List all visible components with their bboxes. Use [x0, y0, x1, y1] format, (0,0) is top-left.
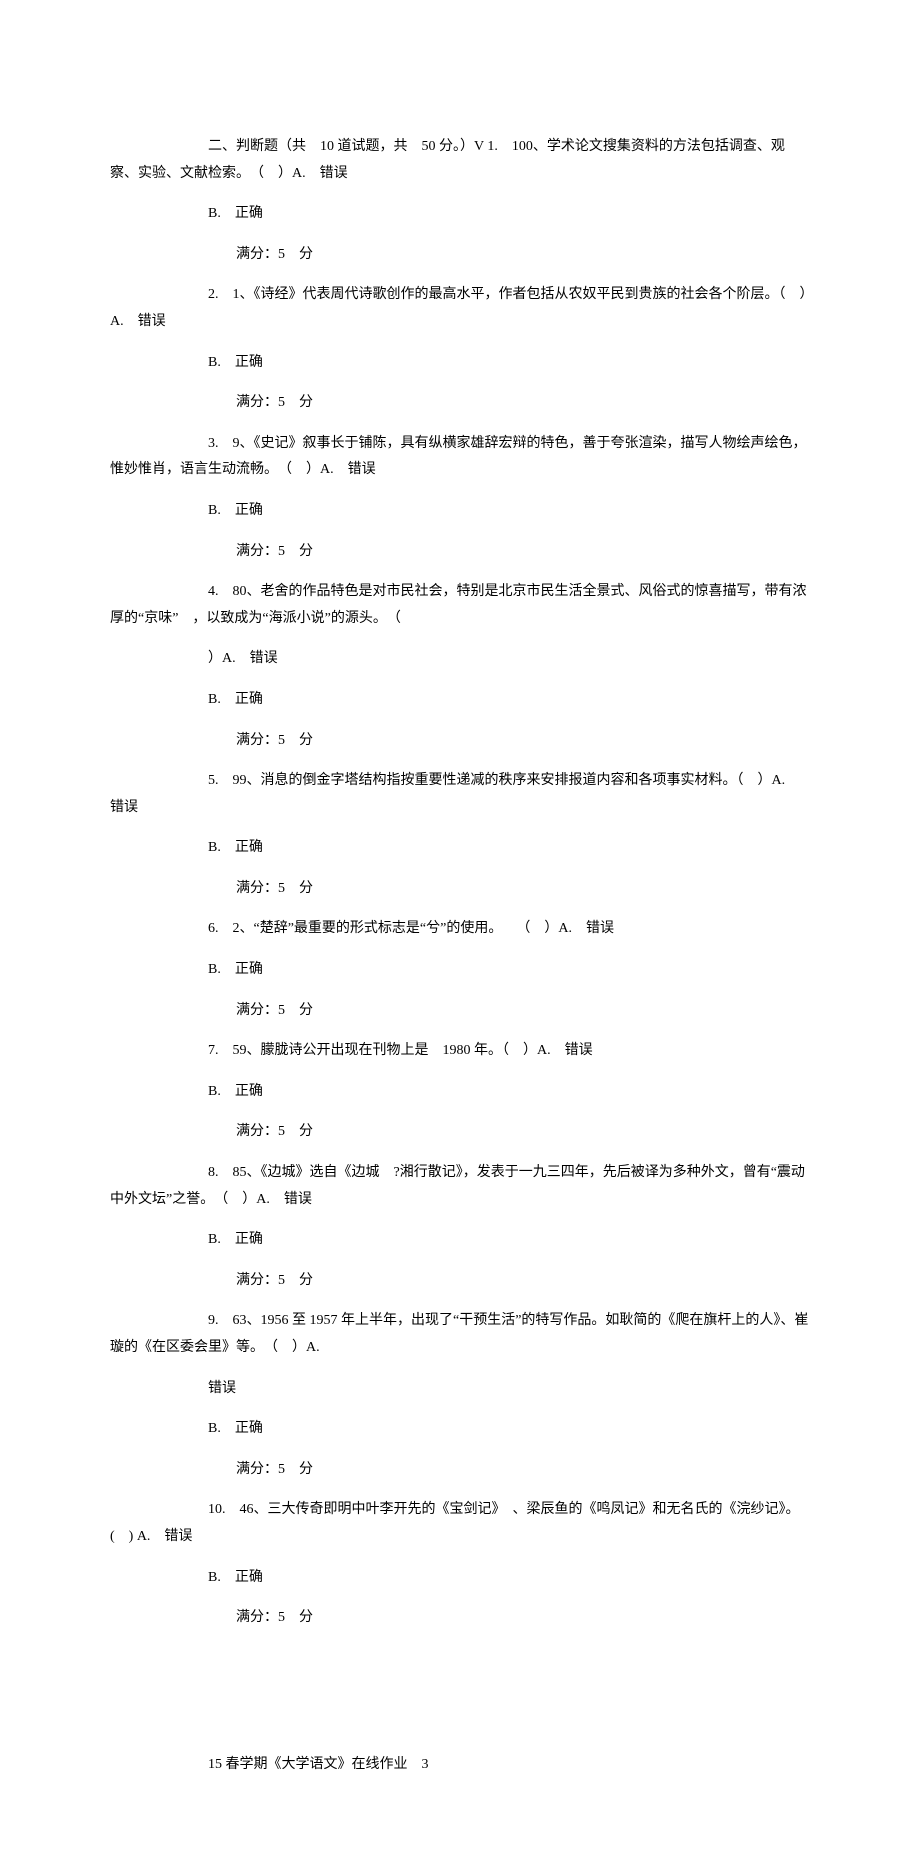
q6-option-b: B. 正确	[110, 957, 810, 984]
q6-score: 满分：5 分	[110, 998, 810, 1025]
q10-score: 满分：5 分	[110, 1605, 810, 1632]
q9-score: 满分：5 分	[110, 1457, 810, 1484]
q1-score: 满分：5 分	[110, 242, 810, 269]
q7-option-b: B. 正确	[110, 1079, 810, 1106]
q10-text: 10. 46、三大传奇即明中叶李开先的《宝剑记》 、梁辰鱼的《鸣凤记》和无名氏的…	[110, 1497, 810, 1550]
q2-text: 2. 1、《诗经》代表周代诗歌创作的最高水平，作者包括从农奴平民到贵族的社会各个…	[110, 282, 810, 335]
q6-text: 6. 2、“楚辞”最重要的形式标志是“兮”的使用。 （ ）A. 错误	[110, 916, 810, 943]
q5-text: 5. 99、消息的倒金字塔结构指按重要性递减的秩序来安排报道内容和各项事实材料。…	[110, 768, 810, 821]
q7-text: 7. 59、朦胧诗公开出现在刊物上是 1980 年。（ ）A. 错误	[110, 1038, 810, 1065]
page-container: 二、判断题（共 10 道试题，共 50 分。）V 1. 100、学术论文搜集资料…	[0, 0, 920, 1852]
q4-text-line2: ）A. 错误	[110, 646, 810, 673]
q10-option-b: B. 正确	[110, 1565, 810, 1592]
q1-option-b: B. 正确	[110, 201, 810, 228]
section-header: 二、判断题（共 10 道试题，共 50 分。）V 1. 100、学术论文搜集资料…	[110, 134, 810, 187]
q4-option-b: B. 正确	[110, 687, 810, 714]
q5-score: 满分：5 分	[110, 876, 810, 903]
q7-score: 满分：5 分	[110, 1119, 810, 1146]
q9-text-line1: 9. 63、1956 至 1957 年上半年，出现了“干预生活”的特写作品。如耿…	[110, 1308, 810, 1361]
q2-option-b: B. 正确	[110, 350, 810, 377]
q8-text: 8. 85、《边城》选自《边城 ?湘行散记》，发表于一九三四年，先后被译为多种外…	[110, 1160, 810, 1213]
q5-option-b: B. 正确	[110, 835, 810, 862]
q8-option-b: B. 正确	[110, 1227, 810, 1254]
q3-score: 满分：5 分	[110, 539, 810, 566]
q9-text-line2: 错误	[110, 1376, 810, 1403]
q4-score: 满分：5 分	[110, 728, 810, 755]
q8-score: 满分：5 分	[110, 1268, 810, 1295]
q9-option-b: B. 正确	[110, 1416, 810, 1443]
q3-text: 3. 9、《史记》叙事长于铺陈，具有纵横家雄辞宏辩的特色，善于夸张渲染，描写人物…	[110, 431, 810, 484]
footer: 15 春学期《大学语文》在线作业 3	[110, 1752, 810, 1779]
q4-text-line1: 4. 80、老舍的作品特色是对市民社会，特别是北京市民生活全景式、风俗式的惊喜描…	[110, 579, 810, 632]
q2-score: 满分：5 分	[110, 390, 810, 417]
q3-option-b: B. 正确	[110, 498, 810, 525]
